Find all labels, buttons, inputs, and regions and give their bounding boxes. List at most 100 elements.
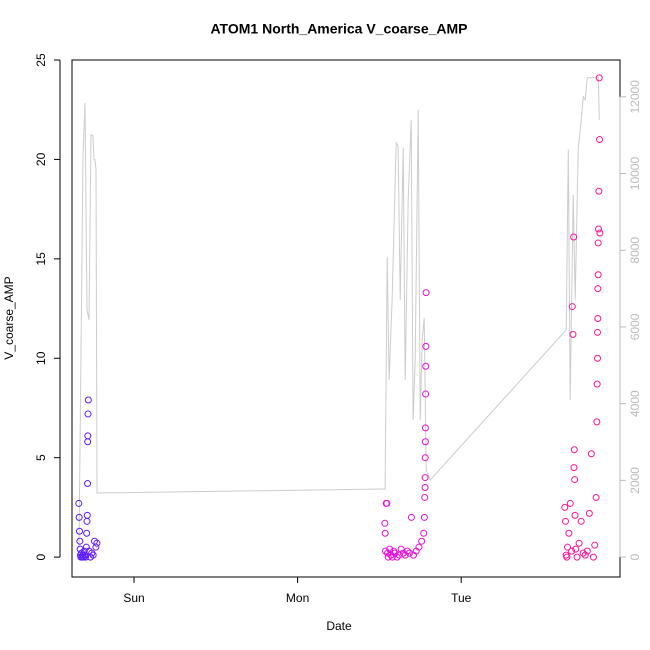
y-tick-label: 10 bbox=[34, 351, 48, 365]
point bbox=[571, 476, 579, 484]
y-axis-label: V_coarse_AMP bbox=[2, 276, 16, 359]
point bbox=[83, 529, 91, 537]
point bbox=[422, 390, 430, 398]
point bbox=[594, 285, 602, 293]
point bbox=[92, 543, 100, 551]
y2-tick-label: 12000 bbox=[628, 80, 642, 114]
point bbox=[570, 233, 578, 241]
point bbox=[422, 289, 430, 297]
point bbox=[596, 136, 604, 144]
point bbox=[596, 229, 604, 237]
point bbox=[407, 513, 415, 521]
point bbox=[589, 553, 597, 561]
y-tick-label: 5 bbox=[34, 454, 48, 461]
point bbox=[594, 328, 602, 336]
point bbox=[579, 549, 587, 557]
point bbox=[421, 454, 429, 462]
point bbox=[594, 354, 602, 362]
point bbox=[573, 553, 581, 561]
point bbox=[422, 342, 430, 350]
point bbox=[569, 330, 577, 338]
point bbox=[75, 499, 83, 507]
point bbox=[75, 527, 83, 535]
point bbox=[88, 549, 96, 557]
point bbox=[594, 239, 602, 247]
point bbox=[420, 513, 428, 521]
point bbox=[82, 553, 90, 561]
point bbox=[420, 529, 428, 537]
point bbox=[561, 503, 569, 511]
plot-box bbox=[71, 59, 621, 578]
point bbox=[384, 549, 392, 557]
point bbox=[583, 547, 591, 555]
point bbox=[421, 493, 429, 501]
point bbox=[568, 303, 576, 311]
x-tick-label: Mon bbox=[286, 591, 309, 605]
point bbox=[561, 517, 569, 525]
point bbox=[591, 541, 599, 549]
point bbox=[84, 438, 92, 446]
point bbox=[83, 511, 91, 519]
y-tick-label: 15 bbox=[34, 252, 48, 266]
point bbox=[76, 537, 84, 545]
point bbox=[421, 484, 429, 492]
point bbox=[565, 529, 573, 537]
point bbox=[381, 529, 389, 537]
y-tick-label: 25 bbox=[34, 53, 48, 67]
chart-title: ATOM1 North_America V_coarse_AMP bbox=[210, 21, 467, 37]
point bbox=[84, 410, 92, 418]
point bbox=[593, 418, 601, 426]
point bbox=[84, 480, 92, 488]
point bbox=[577, 517, 585, 525]
point bbox=[390, 547, 398, 555]
point bbox=[405, 549, 413, 557]
point bbox=[421, 474, 429, 482]
point bbox=[581, 551, 589, 559]
altitude-line bbox=[78, 77, 600, 549]
point bbox=[89, 551, 97, 559]
point bbox=[595, 187, 603, 195]
point bbox=[563, 553, 571, 561]
point bbox=[382, 547, 390, 555]
point bbox=[595, 74, 603, 82]
point bbox=[84, 432, 92, 440]
y2-tick-label: 2000 bbox=[628, 467, 642, 494]
y2-tick-label: 6000 bbox=[628, 313, 642, 340]
y-tick-label: 20 bbox=[34, 152, 48, 166]
y2-tick-label: 4000 bbox=[628, 390, 642, 417]
point bbox=[570, 446, 578, 454]
y2-tick-label: 8000 bbox=[628, 237, 642, 264]
point bbox=[585, 509, 593, 517]
x-tick-label: Sun bbox=[123, 591, 144, 605]
point bbox=[594, 271, 602, 279]
point bbox=[383, 499, 391, 507]
point bbox=[587, 450, 595, 458]
point bbox=[570, 464, 578, 472]
point bbox=[564, 543, 572, 551]
point bbox=[93, 539, 101, 547]
point bbox=[421, 438, 429, 446]
point bbox=[415, 543, 423, 551]
point bbox=[575, 539, 583, 547]
point bbox=[571, 511, 579, 519]
point bbox=[75, 513, 83, 521]
point bbox=[381, 519, 389, 527]
point bbox=[422, 362, 430, 370]
point bbox=[397, 545, 405, 553]
y2-tick-label: 10000 bbox=[628, 157, 642, 191]
point bbox=[592, 493, 600, 501]
point bbox=[391, 549, 399, 557]
point bbox=[393, 553, 401, 561]
y2-tick-label: 0 bbox=[628, 553, 642, 560]
point bbox=[403, 547, 411, 555]
point bbox=[418, 537, 426, 545]
point bbox=[83, 517, 91, 525]
point bbox=[595, 225, 603, 233]
point bbox=[568, 547, 576, 555]
point bbox=[593, 380, 601, 388]
point bbox=[572, 545, 580, 553]
x-axis-label: Date bbox=[326, 619, 352, 633]
y-tick-label: 0 bbox=[34, 553, 48, 560]
x-tick-label: Tue bbox=[451, 591, 472, 605]
